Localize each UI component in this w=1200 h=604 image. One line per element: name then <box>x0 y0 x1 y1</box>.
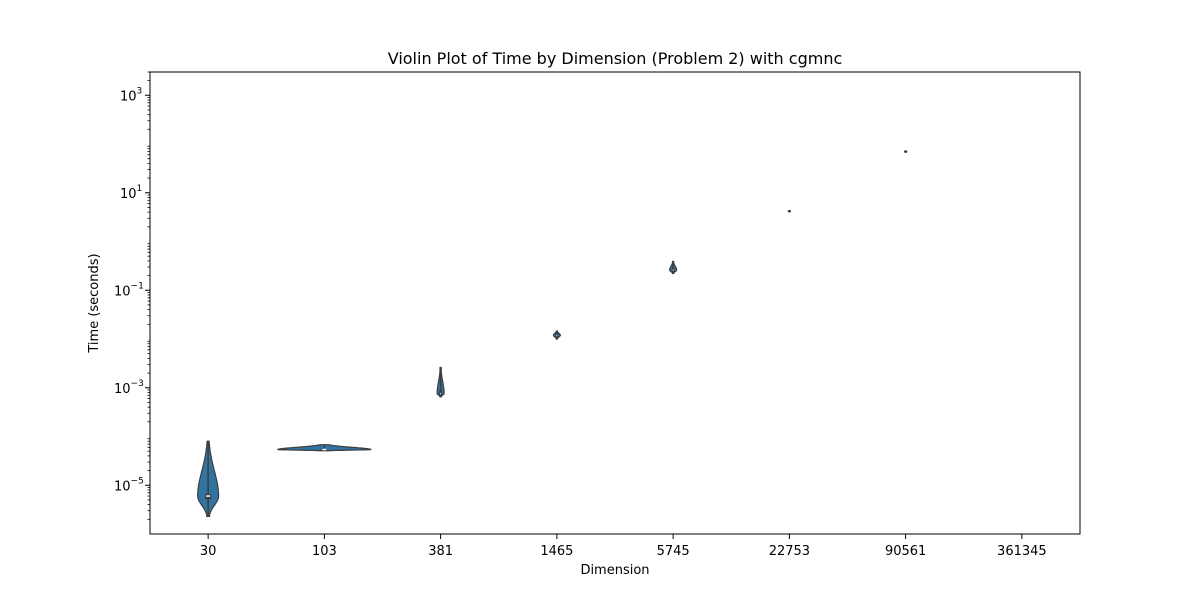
x-tick-label: 22753 <box>769 544 810 559</box>
x-tick-label: 103 <box>312 544 337 559</box>
x-tick-label: 1465 <box>540 544 573 559</box>
x-tick-label: 5745 <box>657 544 690 559</box>
violin-iqr-box-90561 <box>904 151 907 153</box>
chart-title: Violin Plot of Time by Dimension (Proble… <box>388 49 843 68</box>
y-tick-label: 101 <box>120 184 142 202</box>
x-tick-label: 361345 <box>997 544 1047 559</box>
x-tick-label: 90561 <box>885 544 926 559</box>
y-tick-label: 10−5 <box>114 476 144 494</box>
x-tick-label: 30 <box>200 544 217 559</box>
violin-iqr-box-22753 <box>788 210 791 213</box>
plot-frame <box>149 71 1081 535</box>
y-axis-label: Time (seconds) <box>87 253 102 353</box>
y-tick-label: 103 <box>120 86 142 104</box>
y-tick-label: 10−1 <box>114 281 144 299</box>
x-tick-label: 381 <box>428 544 453 559</box>
y-tick-label: 10−3 <box>114 379 144 397</box>
x-axis-label: Dimension <box>580 563 649 578</box>
